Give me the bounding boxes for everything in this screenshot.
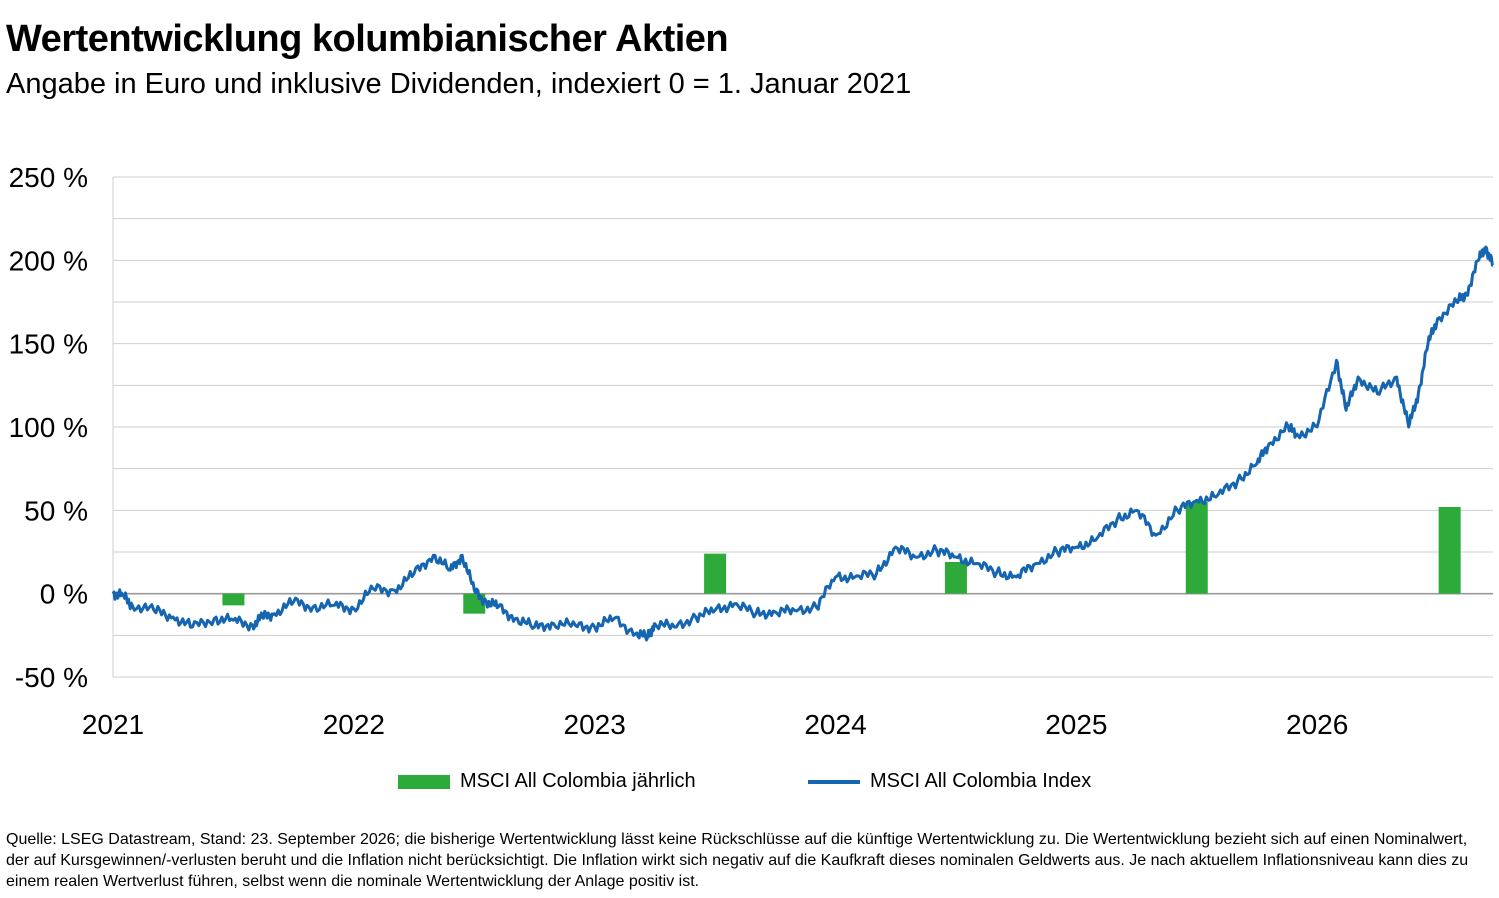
bar-annual-return — [1438, 507, 1461, 594]
legend-swatch-bar — [398, 774, 450, 789]
legend-item-line: MSCI All Colombia Index — [808, 770, 1091, 793]
bar-annual-return — [944, 562, 967, 594]
bar-annual-return — [222, 593, 245, 606]
x-tick-label: 2025 — [1045, 709, 1107, 740]
x-tick-label: 2026 — [1286, 709, 1348, 740]
legend-label-line: MSCI All Colombia Index — [870, 770, 1092, 792]
y-tick-label: 150 % — [9, 329, 88, 360]
index-line — [111, 245, 1494, 642]
legend-label-bar: MSCI All Colombia jährlich — [460, 770, 696, 792]
chart-title: Wertentwicklung kolumbianischer Aktien — [6, 18, 729, 60]
legend: MSCI All Colombia jährlich MSCI All Colo… — [0, 770, 1499, 798]
y-tick-label: 100 % — [9, 412, 88, 443]
bar-annual-return — [704, 553, 727, 594]
x-tick-label: 2024 — [804, 709, 866, 740]
chart-area: 250 % 200 % 150 % 100 % 50 % 0 % -50 % 2021 2022… — [9, 162, 1494, 740]
chart-subtitle: Angabe in Euro und inklusive Dividenden,… — [6, 68, 912, 100]
y-tick-label: -50 % — [15, 662, 88, 693]
bar-annual-return — [1185, 502, 1208, 594]
y-tick-label: 200 % — [9, 245, 88, 276]
legend-item-bar: MSCI All Colombia jährlich — [398, 770, 696, 793]
y-tick-label: 0 % — [40, 579, 88, 610]
y-tick-label: 50 % — [24, 495, 88, 526]
x-tick-label: 2022 — [323, 709, 385, 740]
source-footnote: Quelle: LSEG Datastream, Stand: 23. Sept… — [6, 831, 1469, 890]
x-tick-label: 2023 — [564, 709, 626, 740]
y-tick-label: 250 % — [9, 162, 88, 193]
x-tick-label: 2021 — [82, 709, 144, 740]
legend-swatch-line — [808, 779, 860, 784]
